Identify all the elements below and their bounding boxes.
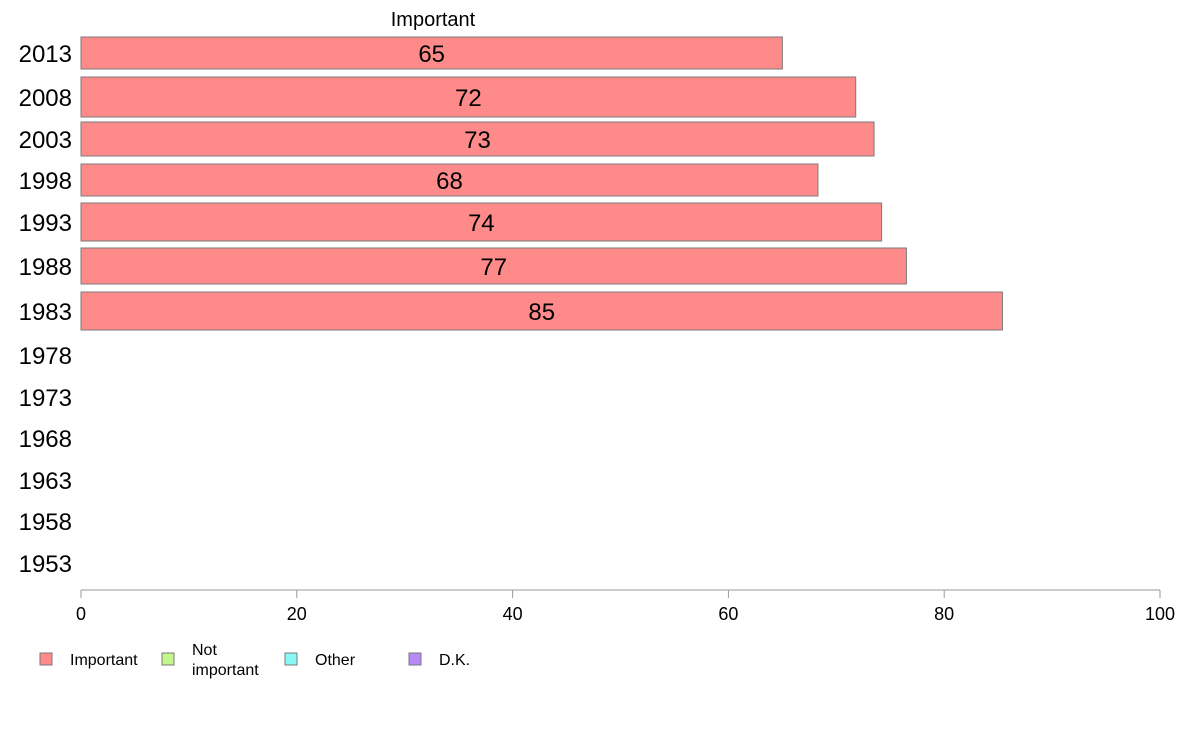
category-label-1963: 1963 bbox=[19, 468, 72, 495]
category-label-1988: 1988 bbox=[19, 254, 72, 281]
x-tick-label-40: 40 bbox=[503, 604, 523, 624]
bar-value-label-1983: 85 bbox=[528, 299, 555, 326]
bar-1983 bbox=[80, 291, 1003, 331]
category-label-2003: 2003 bbox=[19, 127, 72, 154]
x-tick-label-0: 0 bbox=[76, 604, 86, 624]
series-header: Important bbox=[391, 9, 476, 31]
legend-label-1-1: important bbox=[192, 662, 259, 679]
bar-2003 bbox=[80, 121, 875, 157]
legend-label-2-0: Other bbox=[315, 652, 356, 669]
category-label-1998: 1998 bbox=[19, 168, 72, 195]
bar-value-label-1988: 77 bbox=[480, 254, 507, 281]
legend-swatch-3 bbox=[408, 652, 422, 666]
x-tick-label-20: 20 bbox=[287, 604, 307, 624]
x-axis: 0 20 40 60 80 100 bbox=[76, 589, 1175, 624]
bar-2013 bbox=[80, 36, 783, 70]
x-tick-label-60: 60 bbox=[718, 604, 738, 624]
category-label-1993: 1993 bbox=[19, 210, 72, 237]
category-label-1973: 1973 bbox=[19, 385, 72, 412]
legend: Important Not important Other D.K. bbox=[39, 642, 470, 679]
legend-label-3-0: D.K. bbox=[439, 652, 470, 669]
bar-1993 bbox=[80, 202, 883, 242]
category-label-1978: 1978 bbox=[19, 343, 72, 370]
bar-value-label-2008: 72 bbox=[455, 85, 482, 112]
category-label-1983: 1983 bbox=[19, 299, 72, 326]
category-label-1953: 1953 bbox=[19, 551, 72, 578]
category-labels: 2013 2008 2003 1998 1993 1988 1983 1978 1973 1968… bbox=[19, 41, 72, 578]
x-tick-label-100: 100 bbox=[1145, 604, 1175, 624]
legend-label-0-0: Important bbox=[70, 652, 138, 669]
bar-value-label-2003: 73 bbox=[464, 127, 491, 154]
category-label-2008: 2008 bbox=[19, 85, 72, 112]
bar-value-label-1998: 68 bbox=[436, 168, 463, 195]
bar-value-label-1993: 74 bbox=[468, 210, 495, 237]
x-tick-label-80: 80 bbox=[934, 604, 954, 624]
category-label-2013: 2013 bbox=[19, 41, 72, 68]
legend-label-1-0: Not bbox=[192, 642, 217, 659]
legend-swatch-0 bbox=[39, 652, 53, 666]
bar-1988 bbox=[80, 247, 907, 285]
category-label-1958: 1958 bbox=[19, 509, 72, 536]
bar-value-label-2013: 65 bbox=[418, 41, 445, 68]
legend-swatch-1 bbox=[161, 652, 175, 666]
category-label-1968: 1968 bbox=[19, 426, 72, 453]
bar-2008 bbox=[80, 76, 857, 118]
legend-swatch-2 bbox=[284, 652, 298, 666]
bar-1998 bbox=[80, 163, 819, 197]
